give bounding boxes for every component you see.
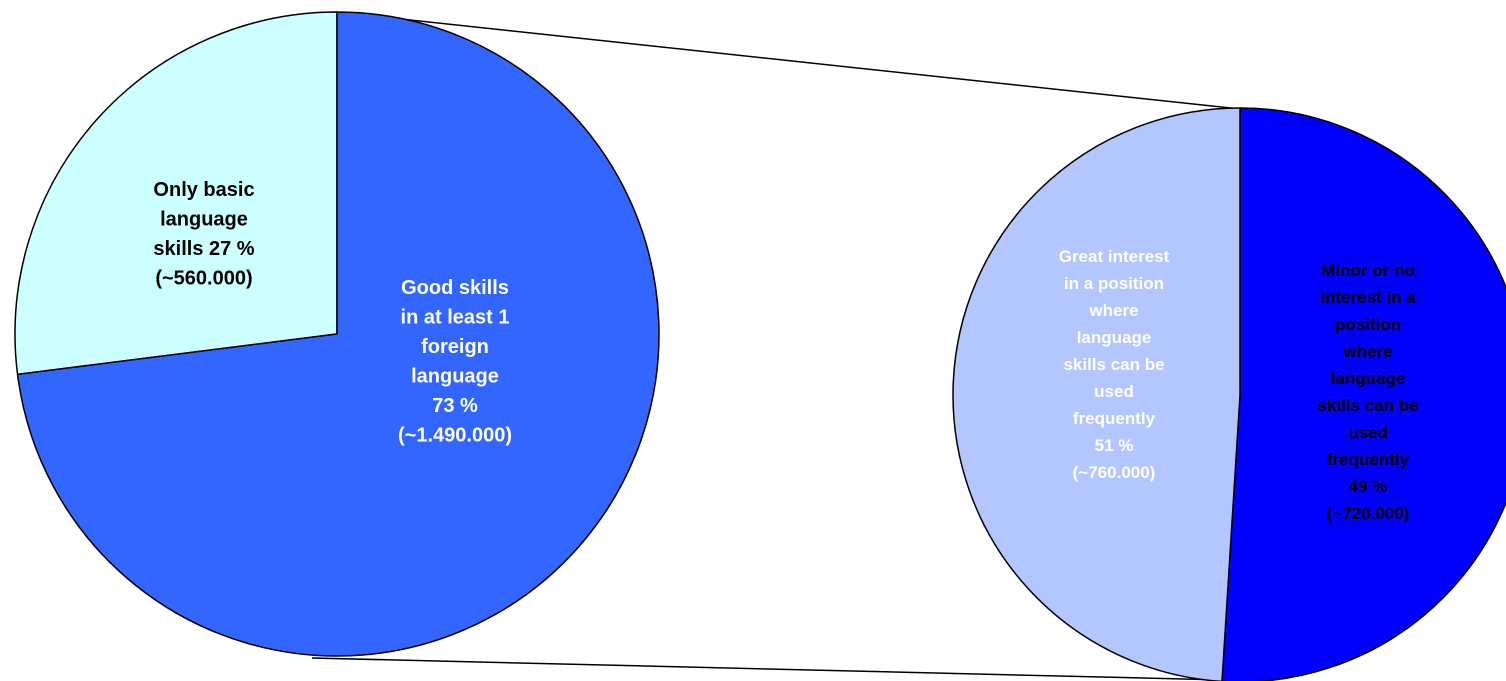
label-line: 49 % [1349,477,1388,496]
label-line: (~760.000) [1073,463,1156,482]
label-line: used [1348,423,1388,442]
label-line: language [411,366,499,388]
label-line: language [1331,369,1406,388]
label-line: 73 % [432,395,478,417]
label-line: (~720.000) [1327,504,1410,523]
label-line: Great interest [1059,247,1170,266]
breakdown-pie-slice-1 [952,107,1241,681]
connector-line-bottom [311,657,1267,681]
label-line: where [1342,342,1392,361]
breakdown-pie-slice-0 [1221,107,1506,681]
label-line: in a position [1064,274,1164,293]
label-line: 51 % [1095,436,1134,455]
main-pie-slice-1 [16,11,660,657]
label-line: skills 27 % [153,238,254,260]
label-line: frequently [1327,450,1410,469]
connector-lines [311,11,1267,681]
label-line: (~1.490.000) [398,425,512,447]
connector-line-top [334,11,1241,110]
label-line: (~560.000) [155,268,252,290]
label-line: used [1094,382,1134,401]
label-line: where [1088,301,1138,320]
breakdown-pie-label-1: Minor or no interest in a position where lan… [1317,261,1418,523]
label-line: language [1077,328,1152,347]
label-line: position [1335,315,1401,334]
label-line: Minor or no [1321,261,1414,280]
label-line: skills can be [1063,355,1164,374]
main-pie-label-1: Good skills in at least 1 foreign language 7… [398,277,512,447]
label-line: skills can be [1317,396,1418,415]
breakdown-pie: Great interest in a position where language… [952,107,1506,681]
main-pie: Only basic language skills 27 % (~560.000) G… [14,11,660,657]
label-line: in at least 1 [401,307,510,329]
breakdown-pie-label-0: Great interest in a position where language… [1059,247,1170,482]
main-pie-slice-0 [14,11,338,376]
label-line: foreign [421,336,489,358]
main-pie-label-0: Only basic language skills 27 % (~560.000) [153,179,254,290]
label-line: Good skills [401,277,509,299]
label-line: Only basic [153,179,254,201]
label-line: language [160,209,248,231]
label-line: interest in a [1320,288,1416,307]
label-line: frequently [1073,409,1156,428]
